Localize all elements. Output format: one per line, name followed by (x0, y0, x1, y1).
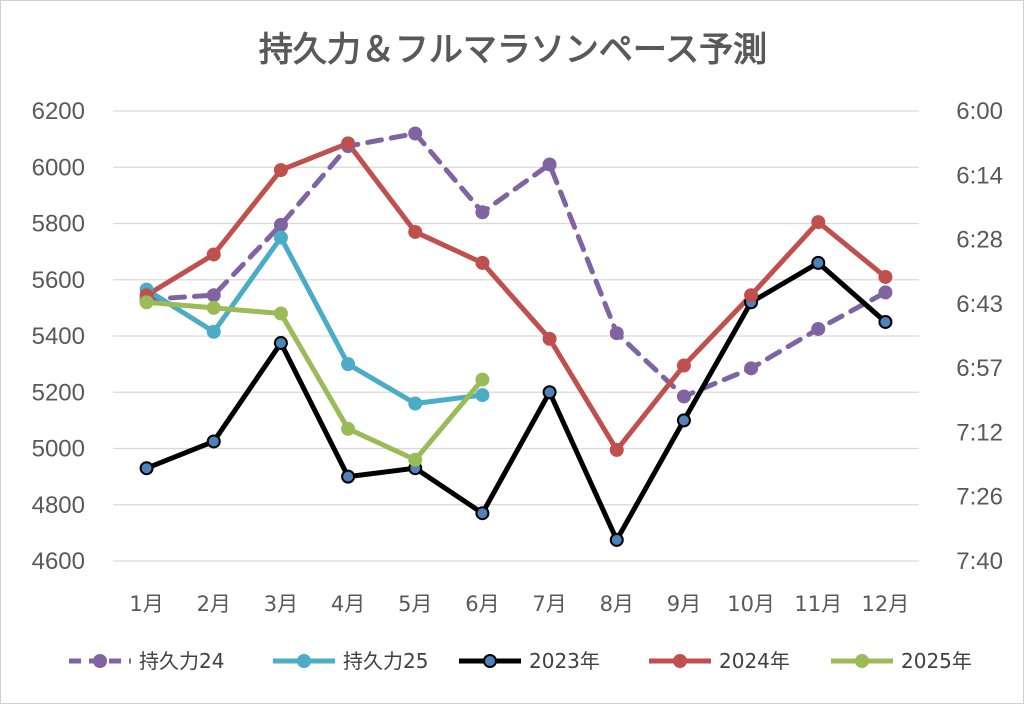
series-line-4 (144, 140, 888, 453)
legend: 持久力24 持久力25 2023年 2024年 2025年 (69, 649, 972, 673)
y-tick-label: 5200 (32, 379, 85, 406)
data-point-series-1 (811, 321, 826, 336)
y2-tick-label: 7:26 (956, 484, 1003, 511)
data-point-series-4 (609, 442, 624, 457)
data-point-series-2 (341, 357, 356, 372)
data-point-series-5 (475, 372, 490, 387)
data-point-series-4 (744, 288, 759, 303)
y2-tick-label: 6:28 (956, 227, 1003, 254)
data-point-series-2 (273, 230, 288, 245)
data-point-series-5 (139, 295, 154, 310)
data-point-series-1 (273, 217, 288, 232)
chart-title: 持久力＆フルマラソンペース予測 (259, 30, 767, 70)
series-line-5 (144, 299, 485, 463)
data-point-series-1 (609, 326, 624, 341)
y-tick-label: 6200 (32, 98, 85, 125)
data-point-series-3 (676, 413, 691, 428)
data-point-series-4 (273, 163, 288, 178)
gridlines (113, 110, 919, 562)
legend-label-4: 2024年 (719, 649, 790, 673)
data-point-series-3 (139, 461, 154, 476)
y-tick-label: 5600 (32, 267, 85, 294)
data-point-series-3 (878, 314, 893, 329)
data-point-series-4 (811, 215, 826, 230)
legend-marker-2 (297, 654, 311, 668)
y2-tick-label: 7:40 (956, 548, 1003, 575)
y2-tick-label: 6:00 (956, 98, 1003, 125)
legend-label-5: 2025年 (901, 649, 972, 673)
legend-marker-3 (483, 654, 497, 668)
y-axis-right: 6:00 6:14 6:28 6:43 6:57 7:12 7:26 7:40 (956, 98, 1003, 575)
data-point-series-4 (542, 331, 557, 346)
data-point-series-5 (341, 421, 356, 436)
legend-label-2: 持久力25 (343, 649, 428, 673)
data-point-series-3 (609, 532, 624, 547)
x-axis: 1月 2月 3月 4月 5月 6月 7月 8月 9月 10月 11月 12月 (129, 592, 909, 616)
data-point-series-3 (206, 434, 221, 449)
legend-marker-1 (93, 654, 107, 668)
data-point-series-1 (542, 157, 557, 172)
x-tick-label: 4月 (331, 592, 365, 616)
data-point-series-2 (408, 396, 423, 411)
data-point-series-4 (408, 224, 423, 239)
y2-tick-label: 6:43 (956, 291, 1003, 318)
data-point-series-5 (273, 306, 288, 321)
y2-tick-label: 6:14 (956, 162, 1003, 189)
data-point-series-2 (475, 388, 490, 403)
y-tick-label: 5000 (32, 436, 85, 463)
data-point-series-5 (408, 452, 423, 467)
data-point-series-4 (206, 247, 221, 262)
legend-marker-4 (673, 654, 687, 668)
x-tick-label: 1月 (129, 592, 163, 616)
data-point-series-4 (475, 255, 490, 270)
data-point-series-4 (341, 136, 356, 151)
y-axis-left: 6200 6000 5800 5600 5400 5200 5000 4800 4600 (32, 98, 85, 575)
data-point-series-4 (878, 269, 893, 284)
y-tick-label: 5400 (32, 323, 85, 350)
x-tick-label: 7月 (532, 592, 566, 616)
x-tick-label: 11月 (794, 592, 842, 616)
x-tick-label: 3月 (264, 592, 298, 616)
legend-marker-5 (855, 654, 869, 668)
data-point-series-3 (475, 506, 490, 521)
data-point-series-1 (676, 389, 691, 404)
data-point-series-1 (744, 361, 759, 376)
data-point-series-1 (408, 126, 423, 141)
legend-label-1: 持久力24 (139, 649, 224, 673)
y-tick-label: 4800 (32, 492, 85, 519)
y-tick-label: 4600 (32, 548, 85, 575)
series-layer (139, 126, 893, 547)
y2-tick-label: 7:12 (956, 419, 1003, 446)
data-point-series-2 (206, 324, 221, 339)
data-point-series-3 (273, 336, 288, 351)
data-point-series-5 (206, 300, 221, 315)
x-tick-label: 12月 (862, 592, 910, 616)
data-point-series-3 (341, 469, 356, 484)
data-point-series-1 (206, 288, 221, 303)
legend-label-3: 2023年 (529, 649, 600, 673)
data-point-series-3 (811, 255, 826, 270)
x-tick-label: 10月 (727, 592, 775, 616)
data-point-series-1 (475, 205, 490, 220)
x-tick-label: 5月 (398, 592, 432, 616)
y-tick-label: 5800 (32, 211, 85, 238)
data-point-series-4 (676, 358, 691, 373)
data-point-series-1 (878, 285, 893, 300)
x-tick-label: 9月 (667, 592, 701, 616)
y-tick-label: 6000 (32, 154, 85, 181)
series-line-3 (144, 260, 888, 543)
series-line-2 (144, 235, 485, 406)
y2-tick-label: 6:57 (956, 355, 1003, 382)
x-tick-label: 8月 (600, 592, 634, 616)
data-point-series-3 (542, 385, 557, 400)
x-tick-label: 6月 (465, 592, 499, 616)
series-line-1 (144, 131, 888, 399)
x-tick-label: 2月 (197, 592, 231, 616)
